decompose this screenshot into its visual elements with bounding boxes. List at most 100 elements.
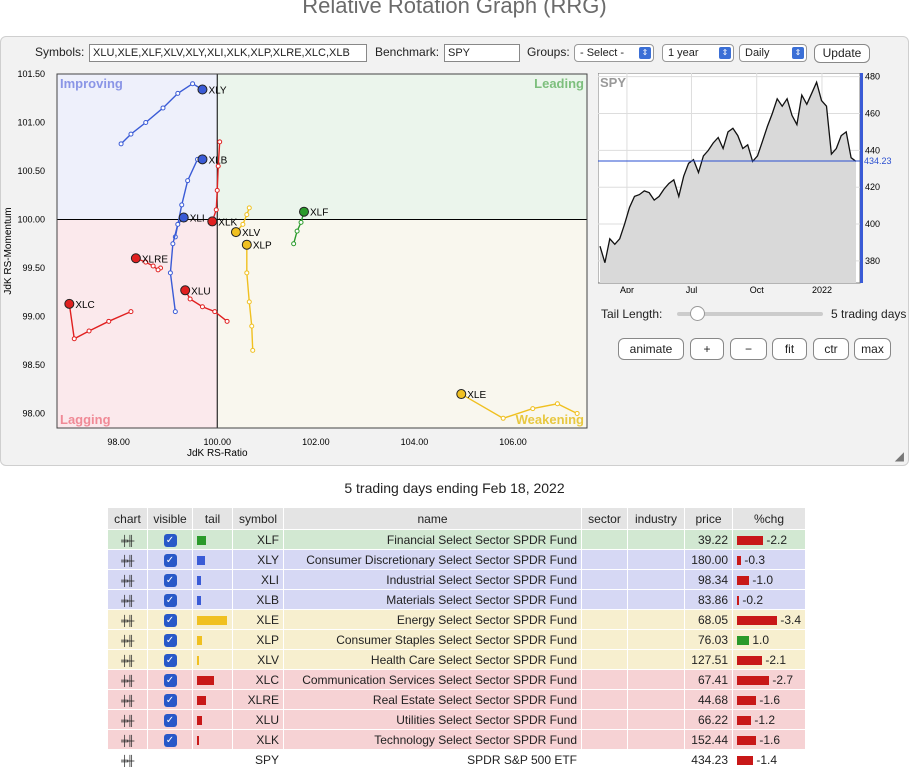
series-xlv[interactable]: XLV <box>230 205 260 239</box>
chart-cell[interactable]: ╪╫ <box>107 709 148 730</box>
visible-checkbox[interactable]: ✓ <box>163 653 177 667</box>
table-row[interactable]: ╪╫ ✓ XLP Consumer Staples Select Sector SPD… <box>107 629 807 650</box>
head-point[interactable] <box>230 227 241 238</box>
head-point[interactable] <box>241 239 252 250</box>
head-point[interactable] <box>178 212 189 223</box>
visible-cell[interactable]: ✓ <box>147 649 193 670</box>
candlestick-icon[interactable]: ╪╫ <box>121 615 134 627</box>
head-point[interactable] <box>180 285 191 296</box>
visible-checkbox[interactable]: ✓ <box>163 733 177 747</box>
series-xlf[interactable]: XLF <box>291 206 329 247</box>
head-point[interactable] <box>456 389 467 400</box>
chart-cell[interactable]: ╪╫ <box>107 649 148 670</box>
visible-checkbox[interactable]: ✓ <box>163 693 177 707</box>
col-tail[interactable]: tail <box>192 507 233 530</box>
chart-cell[interactable]: ╪╫ <box>107 609 148 630</box>
rrg-chart[interactable]: Improving Leading Lagging Weakening 101.… <box>1 67 601 462</box>
frequency-select[interactable]: Daily ⇕ <box>739 44 807 62</box>
max-button[interactable]: max <box>854 338 891 360</box>
table-row[interactable]: ╪╫ ✓ XLRE Real Estate Select Sector SPDR Fu… <box>107 689 807 710</box>
candlestick-icon[interactable]: ╪╫ <box>121 575 134 587</box>
tail-length-slider-track[interactable] <box>677 312 823 316</box>
candlestick-icon[interactable]: ╪╫ <box>121 695 134 707</box>
resize-handle-icon[interactable]: ◢ <box>894 449 904 463</box>
visible-checkbox[interactable]: ✓ <box>163 533 177 547</box>
visible-cell[interactable] <box>147 749 193 770</box>
table-row[interactable]: ╪╫ ✓ XLE Energy Select Sector SPDR Fund 68.0… <box>107 609 807 630</box>
series-xli[interactable]: XLI <box>167 212 205 315</box>
series-xly[interactable]: XLY <box>118 81 227 147</box>
table-row[interactable]: ╪╫ ✓ XLI Industrial Select Sector SPDR Fund… <box>107 569 807 590</box>
visible-cell[interactable]: ✓ <box>147 629 193 650</box>
zoom-out-button[interactable]: − <box>730 338 767 360</box>
candlestick-icon[interactable]: ╪╫ <box>121 535 134 547</box>
tail-length-slider-handle[interactable] <box>690 306 705 321</box>
visible-checkbox[interactable]: ✓ <box>163 593 177 607</box>
symbols-input[interactable]: XLU,XLE,XLF,XLV,XLY,XLI,XLK,XLP,XLRE,XLC… <box>89 44 367 62</box>
chart-cell[interactable]: ╪╫ <box>107 729 148 750</box>
table-row[interactable]: ╪╫ ✓ XLV Health Care Select Sector SPDR Fun… <box>107 649 807 670</box>
groups-select[interactable]: - Select - ⇕ <box>574 44 654 62</box>
series-xlc[interactable]: XLC <box>64 298 134 342</box>
col-chart[interactable]: chart <box>107 507 148 530</box>
series-xlk[interactable]: XLK <box>207 139 238 229</box>
visible-checkbox[interactable]: ✓ <box>163 573 177 587</box>
visible-checkbox[interactable]: ✓ <box>163 553 177 567</box>
table-row[interactable]: ╪╫ ✓ XLF Financial Select Sector SPDR Fund 3… <box>107 529 807 550</box>
center-button[interactable]: ctr <box>813 338 849 360</box>
head-point[interactable] <box>207 216 218 227</box>
table-row[interactable]: ╪╫ ✓ XLB Materials Select Sector SPDR Fund 8… <box>107 589 807 610</box>
chart-cell[interactable]: ╪╫ <box>107 689 148 710</box>
animate-button[interactable]: animate <box>618 338 684 360</box>
candlestick-icon[interactable]: ╪╫ <box>121 755 134 767</box>
head-point[interactable] <box>64 298 75 309</box>
table-row[interactable]: ╪╫ ✓ XLC Communication Services Select Sect… <box>107 669 807 690</box>
chart-cell[interactable]: ╪╫ <box>107 589 148 610</box>
table-row[interactable]: ╪╫ ✓ XLY Consumer Discretionary Select Sect… <box>107 549 807 570</box>
visible-cell[interactable]: ✓ <box>147 709 193 730</box>
chart-cell[interactable]: ╪╫ <box>107 629 148 650</box>
visible-checkbox[interactable]: ✓ <box>163 633 177 647</box>
visible-checkbox[interactable]: ✓ <box>163 673 177 687</box>
col-symbol[interactable]: symbol <box>232 507 284 530</box>
candlestick-icon[interactable]: ╪╫ <box>121 715 134 727</box>
visible-cell[interactable]: ✓ <box>147 689 193 710</box>
fit-button[interactable]: fit <box>772 338 807 360</box>
visible-checkbox[interactable]: ✓ <box>163 713 177 727</box>
period-select[interactable]: 1 year ⇕ <box>662 44 734 62</box>
chart-cell[interactable]: ╪╫ <box>107 669 148 690</box>
candlestick-icon[interactable]: ╪╫ <box>121 675 134 687</box>
visible-cell[interactable]: ✓ <box>147 549 193 570</box>
visible-checkbox[interactable]: ✓ <box>163 613 177 627</box>
visible-cell[interactable]: ✓ <box>147 529 193 550</box>
visible-cell[interactable]: ✓ <box>147 569 193 590</box>
col-name[interactable]: name <box>283 507 582 530</box>
candlestick-icon[interactable]: ╪╫ <box>121 655 134 667</box>
candlestick-icon[interactable]: ╪╫ <box>121 555 134 567</box>
visible-cell[interactable]: ✓ <box>147 609 193 630</box>
visible-cell[interactable]: ✓ <box>147 589 193 610</box>
table-row[interactable]: ╪╫ ✓ XLK Technology Select Sector SPDR Fund… <box>107 729 807 750</box>
head-point[interactable] <box>197 154 208 165</box>
update-button[interactable]: Update <box>814 44 870 63</box>
series-xlre[interactable]: XLRE <box>130 253 168 273</box>
candlestick-icon[interactable]: ╪╫ <box>121 735 134 747</box>
col-industry[interactable]: industry <box>627 507 685 530</box>
candlestick-icon[interactable]: ╪╫ <box>121 595 134 607</box>
candlestick-icon[interactable]: ╪╫ <box>121 635 134 647</box>
col-sector[interactable]: sector <box>581 507 628 530</box>
zoom-in-button[interactable]: + <box>690 338 724 360</box>
visible-cell[interactable]: ✓ <box>147 669 193 690</box>
chart-cell[interactable]: ╪╫ <box>107 569 148 590</box>
chart-cell[interactable]: ╪╫ <box>107 749 148 770</box>
col-visible[interactable]: visible <box>147 507 193 530</box>
head-point[interactable] <box>299 206 310 217</box>
series-xlu[interactable]: XLU <box>180 285 230 324</box>
chart-cell[interactable]: ╪╫ <box>107 549 148 570</box>
col-price[interactable]: price <box>684 507 733 530</box>
col-pct-change[interactable]: %chg <box>731 507 807 530</box>
head-point[interactable] <box>130 253 141 264</box>
series-xle[interactable]: XLE <box>456 389 580 421</box>
benchmark-input[interactable]: SPY <box>444 44 520 62</box>
table-row[interactable]: ╪╫ ✓ XLU Utilities Select Sector SPDR Fund 6… <box>107 709 807 730</box>
